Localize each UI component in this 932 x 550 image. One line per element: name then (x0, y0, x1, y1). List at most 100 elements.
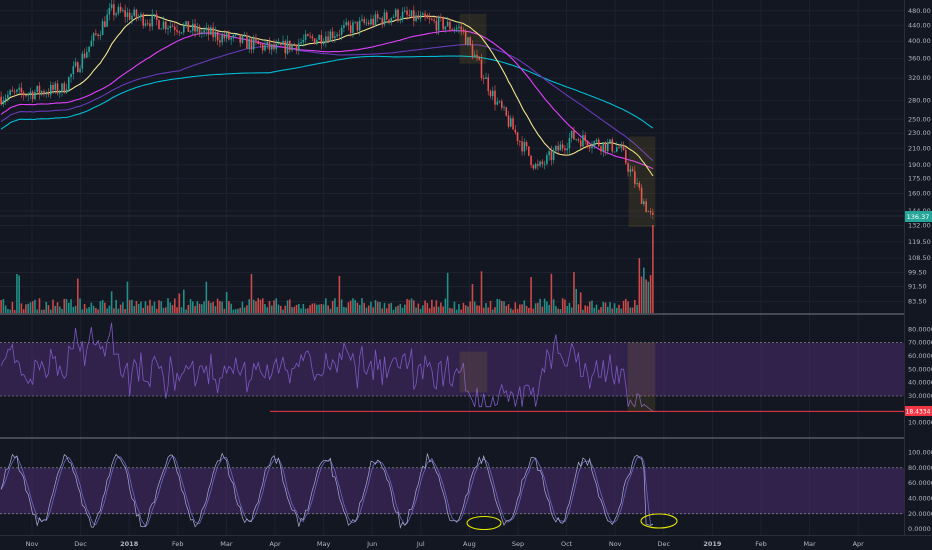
volume-bar (600, 307, 602, 313)
candle-body (119, 6, 122, 12)
price-tick-label: 280.00 (908, 96, 931, 104)
candle-body (214, 31, 217, 38)
candle-body (270, 44, 273, 50)
candle-body (399, 19, 402, 21)
volume-bar (153, 301, 156, 313)
volume-bar (602, 301, 605, 313)
volume-bar (40, 309, 43, 313)
volume-bar (49, 309, 52, 313)
volume-bar (611, 308, 614, 313)
candle-body (173, 26, 176, 30)
volume-bar (573, 272, 575, 313)
candle-body (70, 74, 72, 78)
candle-body (289, 40, 291, 51)
annotation-ellipse (466, 515, 502, 531)
volume-bar (137, 303, 140, 313)
candle-body (164, 21, 167, 30)
candle-body (124, 10, 126, 17)
volume-bar (503, 301, 505, 313)
volume-bar (162, 307, 165, 313)
volume-bar (194, 305, 196, 313)
candle-body (34, 91, 36, 100)
candle-body (424, 13, 426, 18)
volume-bar (279, 305, 282, 313)
volume-bars (0, 225, 654, 313)
volume-bar (230, 303, 232, 313)
volume-bar (561, 298, 564, 313)
volume-bar (7, 309, 9, 313)
volume-bar (347, 302, 350, 313)
volume-bar (216, 298, 219, 313)
volume-bar (298, 303, 300, 313)
candle-body (133, 9, 135, 16)
candle-body (210, 27, 212, 35)
candle-body (464, 30, 467, 45)
candle-body (304, 34, 307, 40)
candle-body (647, 211, 650, 212)
candle-body (126, 12, 129, 17)
volume-bar (406, 298, 408, 313)
volume-bar (543, 298, 546, 313)
volume-bar (250, 273, 253, 313)
volume-bar (367, 305, 370, 313)
volume-bar (122, 302, 124, 313)
volume-bar (620, 308, 623, 313)
candle-body (541, 161, 544, 164)
volume-bar (13, 309, 16, 313)
candle-body (361, 19, 363, 21)
candle-body (422, 13, 424, 16)
volume-bar (435, 300, 438, 313)
candle-body (482, 77, 485, 80)
candle-body (559, 144, 562, 151)
volume-bar (108, 305, 111, 313)
volume-bar (192, 301, 194, 313)
stochastic-axis[interactable]: 100.0000 80.0000 60.0000 40.0000 20.0000 0.00… (908, 449, 932, 534)
stochastic-pane[interactable] (0, 452, 904, 531)
rsi-value-label: 18.4334 (906, 409, 931, 416)
time-axis[interactable]: Nov Dec 2018 Feb Mar Apr May Jun Jul Aug Sep Oct Nov… (26, 540, 864, 548)
volume-bar (399, 303, 402, 313)
price-pane[interactable] (0, 0, 656, 313)
candle-body (485, 77, 487, 80)
time-tick-label: 2018 (120, 540, 139, 548)
candle-body (18, 87, 20, 90)
volume-bar (212, 301, 214, 313)
candle-body (505, 107, 508, 116)
volume-bar (27, 303, 29, 313)
candle-body (309, 35, 311, 37)
time-tick-label: May (317, 540, 331, 548)
volume-bar (164, 307, 167, 313)
volume-bar (124, 308, 126, 313)
volume-bar (523, 300, 526, 313)
candle-body (88, 46, 90, 52)
candle-body (588, 146, 591, 149)
candle-body (221, 34, 223, 43)
time-tick-label: Nov (609, 540, 622, 548)
candle-body (160, 28, 163, 30)
volume-bar (144, 301, 147, 313)
candle-body (307, 34, 309, 36)
time-tick-label: Apr (853, 540, 865, 548)
candle-body (446, 21, 449, 27)
volume-bar (473, 301, 476, 313)
candle-body (349, 25, 352, 33)
volume-bar (467, 306, 469, 313)
volume-bar (358, 304, 361, 313)
candle-body (167, 28, 169, 30)
candle-body (183, 25, 185, 33)
rsi-pane[interactable] (0, 322, 904, 412)
candle-body (627, 163, 629, 172)
volume-bar (471, 284, 474, 313)
volume-bar (464, 305, 467, 313)
candle-body (9, 90, 11, 95)
candle-body (237, 34, 239, 36)
volume-bar (225, 291, 228, 313)
rsi-value-badge (905, 406, 932, 416)
volume-bar (514, 302, 517, 313)
volume-bar (9, 309, 11, 313)
candle-body (43, 91, 45, 95)
candle-body (390, 17, 393, 22)
volume-bar (417, 303, 420, 313)
price-tick-label: 175.00 (908, 175, 931, 183)
